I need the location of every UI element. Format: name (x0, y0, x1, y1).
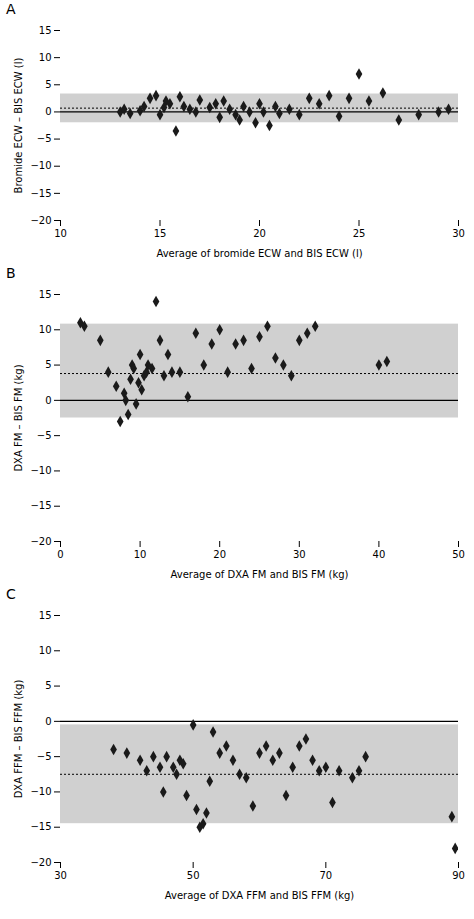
svg-text:10: 10 (39, 324, 52, 335)
svg-text:0: 0 (45, 395, 51, 406)
svg-text:30: 30 (293, 549, 306, 560)
svg-text:DXA FM – BIS FM (kg): DXA FM – BIS FM (kg) (13, 364, 24, 471)
svg-text:−15: −15 (30, 188, 51, 199)
svg-text:−15: −15 (30, 500, 51, 511)
svg-text:DXA FFM – BIS FFM (kg): DXA FFM – BIS FFM (kg) (13, 680, 24, 799)
svg-text:5: 5 (45, 359, 51, 370)
svg-text:−20: −20 (30, 536, 51, 547)
svg-text:10: 10 (134, 549, 147, 560)
svg-text:−10: −10 (30, 786, 51, 797)
svg-text:5: 5 (45, 79, 51, 90)
html-text:C: C (6, 586, 16, 602)
svg-text:70: 70 (319, 870, 332, 881)
svg-text:Average of DXA FM and BIS FM (: Average of DXA FM and BIS FM (kg) (170, 569, 348, 580)
svg-text:30: 30 (54, 870, 67, 881)
svg-text:−5: −5 (37, 751, 52, 762)
svg-text:5: 5 (45, 680, 51, 691)
svg-text:40: 40 (373, 549, 386, 560)
svg-text:Average of bromide ECW and BIS: Average of bromide ECW and BIS ECW (l) (156, 248, 362, 259)
svg-text:50: 50 (187, 870, 200, 881)
svg-text:0: 0 (57, 549, 63, 560)
svg-text:−20: −20 (30, 857, 51, 868)
svg-text:15: 15 (39, 25, 52, 36)
svg-text:10: 10 (54, 228, 67, 239)
svg-text:20: 20 (253, 228, 266, 239)
svg-text:−20: −20 (30, 215, 51, 226)
svg-text:30: 30 (452, 228, 465, 239)
svg-text:0: 0 (45, 106, 51, 117)
svg-text:−10: −10 (30, 465, 51, 476)
html-text:A: A (6, 1, 16, 17)
svg-text:20: 20 (213, 549, 226, 560)
svg-text:15: 15 (39, 610, 52, 621)
svg-text:10: 10 (39, 645, 52, 656)
svg-text:10: 10 (39, 52, 52, 63)
svg-text:0: 0 (45, 716, 51, 727)
svg-text:−5: −5 (37, 430, 52, 441)
svg-text:−10: −10 (30, 160, 51, 171)
svg-text:25: 25 (353, 228, 366, 239)
svg-text:−15: −15 (30, 821, 51, 832)
svg-text:50: 50 (452, 549, 465, 560)
svg-text:90: 90 (452, 870, 465, 881)
svg-text:Bromide ECW – BIS ECW (l): Bromide ECW – BIS ECW (l) (13, 57, 24, 193)
svg-text:Average of DXA FFM and BIS FFM: Average of DXA FFM and BIS FFM (kg) (165, 890, 355, 901)
svg-text:15: 15 (154, 228, 167, 239)
svg-text:15: 15 (39, 289, 52, 300)
html-text:B: B (6, 265, 16, 281)
svg-text:−5: −5 (37, 133, 52, 144)
